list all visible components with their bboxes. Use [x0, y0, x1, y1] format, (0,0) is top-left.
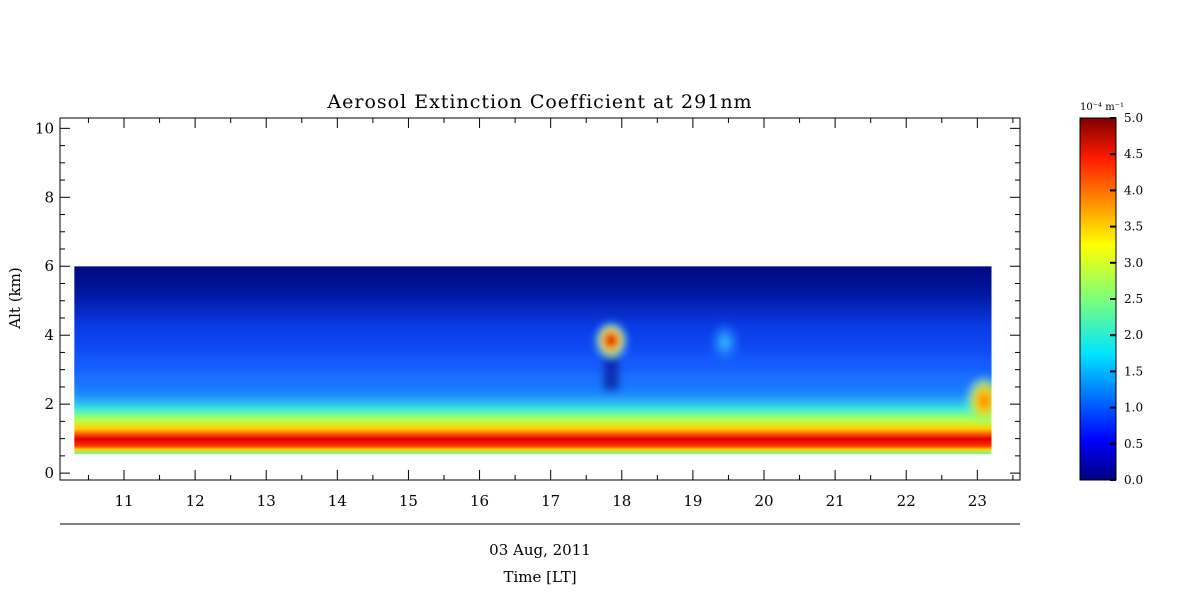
- y-tick-label: 2: [44, 395, 54, 413]
- y-tick-label: 8: [44, 188, 54, 206]
- heatmap-plume-trail: [603, 355, 620, 391]
- date-label: 03 Aug, 2011: [489, 541, 591, 559]
- plot-frame: [59, 117, 1021, 481]
- plot-axes: 11 12 13 14 15 16 17 18 19 20 21 22 23 0 2 4 6 8 10: [35, 117, 1021, 510]
- y-tick-label: 0: [44, 464, 54, 482]
- heatmap-field: [74, 266, 992, 455]
- x-tick-label: 13: [257, 492, 276, 510]
- y-tick-label: 6: [44, 257, 54, 275]
- heatmap-feature: [708, 320, 741, 365]
- colorbar-tick-label: 5.0: [1124, 111, 1143, 125]
- colorbar-tick-label: 3.5: [1124, 220, 1143, 234]
- x-tick-label: 23: [968, 492, 987, 510]
- y-tick-label: 4: [44, 326, 54, 344]
- x-tick-label: 14: [328, 492, 347, 510]
- x-tick-label: 15: [399, 492, 418, 510]
- x-tick-label: 16: [470, 492, 489, 510]
- colorbar-tick-label: 3.0: [1124, 256, 1143, 270]
- colorbar-tick-label: 0.0: [1124, 473, 1143, 487]
- colorbar-tick-label: 2.5: [1124, 292, 1143, 306]
- x-axis-label: Time [LT]: [503, 568, 576, 586]
- x-tick-label: 22: [897, 492, 916, 510]
- colorbar-tick-label: 0.5: [1124, 437, 1143, 451]
- colorbar: 10⁻⁴ m⁻¹ 0.0 0.5 1.0 1.5 2.0 2.5 3.0 3.5 4.0 4.5 5…: [1079, 102, 1143, 487]
- colorbar-tick-label: 1.5: [1124, 364, 1143, 378]
- colorbar-tick-label: 4.5: [1124, 147, 1143, 161]
- colorbar-tick-label: 2.0: [1124, 328, 1143, 342]
- colorbar-tick-label: 4.0: [1124, 183, 1143, 197]
- heatmap-feature: [595, 322, 628, 359]
- colorbar-unit-label: 10⁻⁴ m⁻¹: [1080, 102, 1124, 113]
- x-tick-label: 17: [541, 492, 560, 510]
- colorbar-tick-label: 1.0: [1124, 401, 1143, 415]
- chart-title: Aerosol Extinction Coefficient at 291nm: [326, 91, 752, 113]
- x-tick-label: 11: [114, 492, 133, 510]
- x-tick-label: 18: [612, 492, 631, 510]
- y-tick-label: 10: [35, 119, 54, 137]
- heatmap-haze: [74, 345, 992, 412]
- heatmap-feature: [966, 376, 992, 425]
- x-tick-label: 20: [754, 492, 773, 510]
- x-tick-label: 12: [186, 492, 205, 510]
- x-tick-label: 19: [683, 492, 702, 510]
- y-axis-label: Alt (km): [6, 267, 24, 329]
- x-tick-label: 21: [826, 492, 845, 510]
